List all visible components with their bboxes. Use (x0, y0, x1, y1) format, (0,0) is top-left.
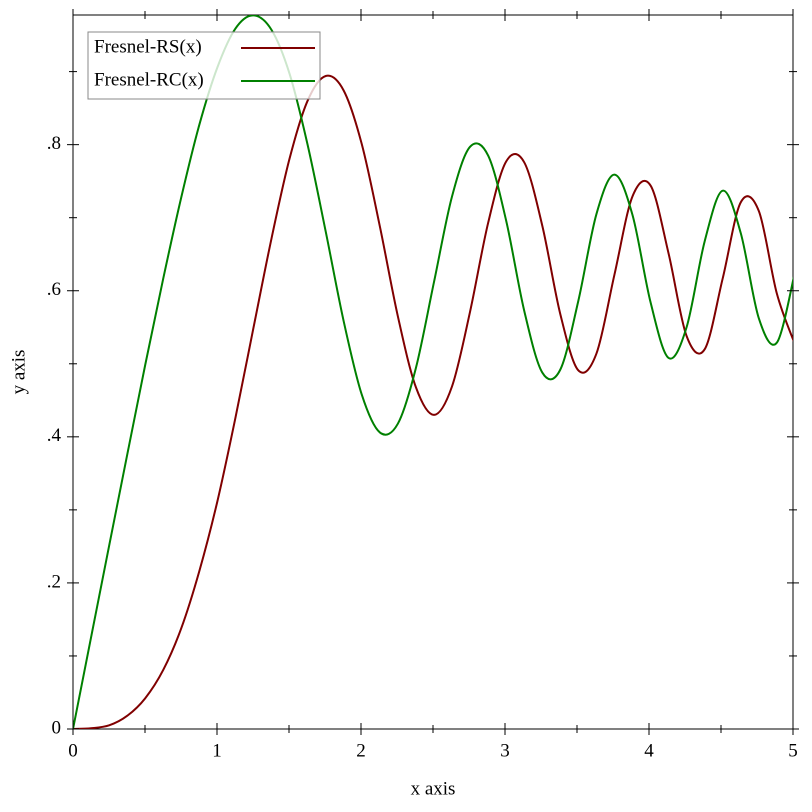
legend-box (87, 31, 321, 100)
plot-frame (72, 14, 794, 730)
series-line (73, 15, 793, 729)
y-tick-label: .8 (47, 133, 61, 154)
x-tick-label: 1 (212, 740, 222, 761)
legend-label: Fresnel-RS(x) (94, 36, 202, 57)
series-line (73, 74, 793, 729)
x-tick-label: 0 (68, 740, 78, 761)
x-tick-label: 4 (644, 740, 654, 761)
x-tick-label: 2 (356, 740, 366, 761)
y-tick-label: .6 (47, 279, 61, 300)
plot-lines (73, 15, 793, 729)
y-axis-label: y axis (8, 350, 29, 395)
y-tick-label: 0 (52, 717, 62, 738)
x-axis-label: x axis (411, 778, 456, 799)
y-tick-label: .2 (47, 571, 61, 592)
legend-label: Fresnel-RC(x) (94, 69, 204, 90)
x-tick-label: 3 (500, 740, 510, 761)
x-tick-label: 5 (788, 740, 798, 761)
y-tick-label: .4 (47, 425, 62, 446)
